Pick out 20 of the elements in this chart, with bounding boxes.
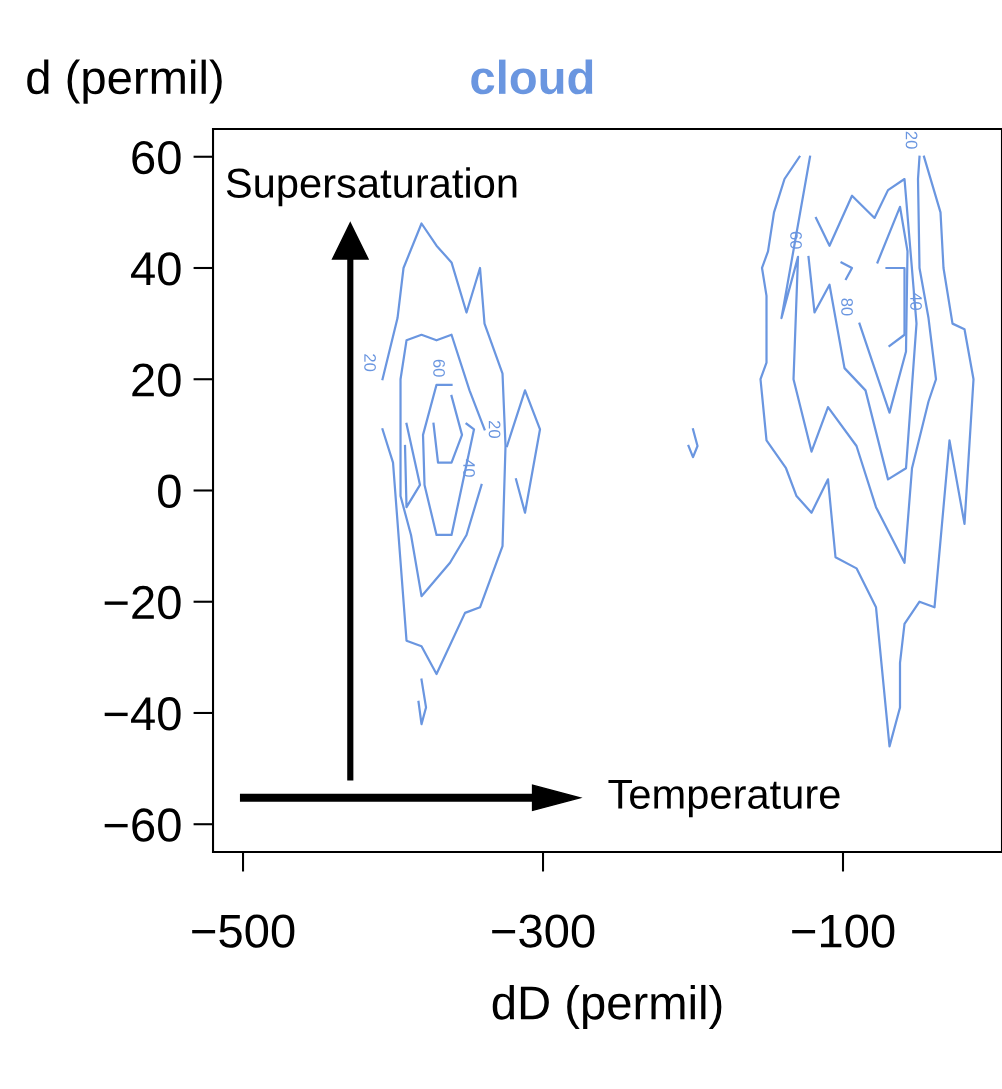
y-axis-title: d (permil) [27,59,222,104]
y-tick-label: 60 [132,140,181,175]
annotation: 80 [841,298,853,316]
y-tick-label: −60 [104,808,181,842]
annotation: 20 [364,354,376,372]
annotation: 60 [433,359,445,377]
x-tick-label: −300 [492,914,595,948]
annotation: Temperature [608,779,840,818]
y-tick-label: 0 [158,474,181,509]
annotation: 20 [905,131,918,149]
annotation: Supersaturation [226,167,517,207]
chart-title: cloud [471,59,593,95]
y-tick-label: 40 [131,252,181,286]
y-tick-label: 20 [132,363,181,397]
annotation: 20 [488,420,501,438]
x-tick-label: −500 [192,914,295,948]
x-tick-label: −100 [792,914,895,948]
y-tick-label: −40 [104,697,181,731]
y-tick-label: −20 [104,585,181,620]
x-axis-title: dD (permil) [492,984,722,1029]
